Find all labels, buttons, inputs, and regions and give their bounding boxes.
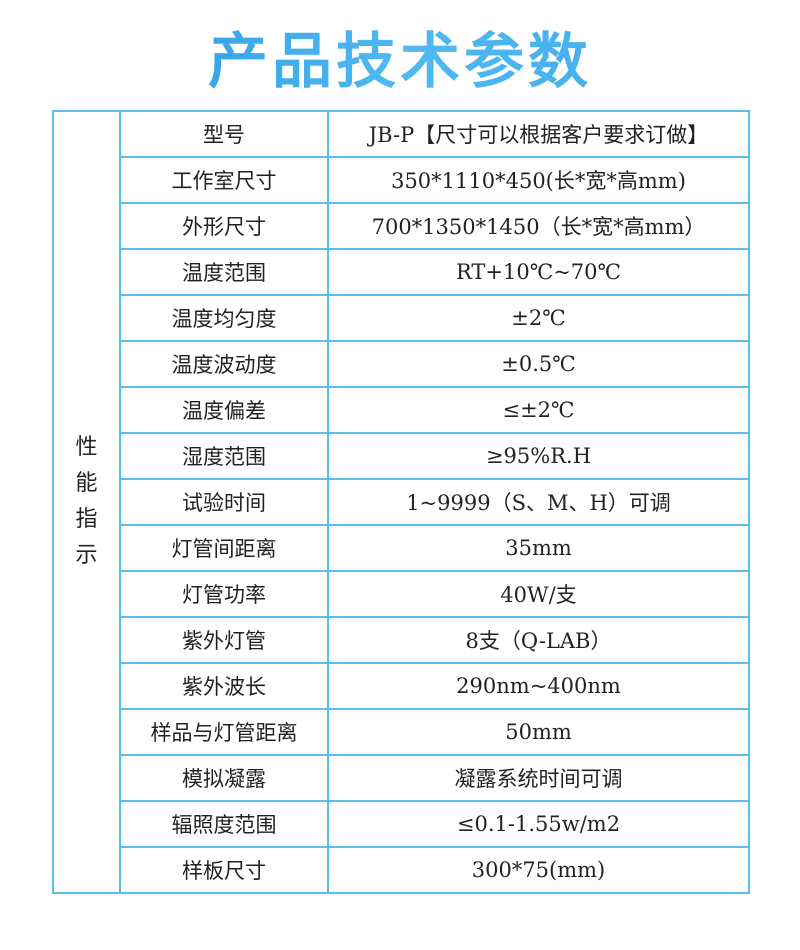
param-label: 样品与灯管距离 bbox=[119, 708, 329, 756]
table-row: 试验时间 1~9999（S、M、H）可调 bbox=[53, 478, 750, 526]
param-label: 灯管功率 bbox=[119, 570, 329, 618]
param-value: 700*1350*1450（长*宽*高mm） bbox=[327, 202, 750, 250]
param-value: ≤0.1-1.55w/m2 bbox=[327, 800, 750, 848]
param-value: 350*1110*450(长*宽*高mm) bbox=[327, 156, 750, 204]
table-row: 灯管间距离 35mm bbox=[53, 524, 750, 572]
table-row: 性能指示 型号 JB-P【尺寸可以根据客户要求订做】 bbox=[52, 110, 750, 894]
table-row: 温度波动度 ±0.5℃ bbox=[53, 340, 750, 388]
param-label: 模拟凝露 bbox=[119, 754, 329, 802]
param-label: 工作室尺寸 bbox=[119, 156, 329, 204]
param-label: 外形尺寸 bbox=[119, 202, 329, 250]
param-value: 290nm~400nm bbox=[327, 662, 750, 710]
param-value: ≤±2℃ bbox=[327, 386, 750, 434]
table-row: 工作室尺寸 350*1110*450(长*宽*高mm) bbox=[53, 156, 750, 204]
table-row: 样品与灯管距离 50mm bbox=[53, 708, 750, 756]
table-row: 紫外波长 290nm~400nm bbox=[53, 662, 750, 710]
param-value: 1~9999（S、M、H）可调 bbox=[327, 478, 750, 526]
param-value: 35mm bbox=[327, 524, 750, 572]
group-label: 性能指示 bbox=[75, 435, 98, 568]
table-row: 样板尺寸 300*75(mm) bbox=[53, 846, 750, 894]
table-row: 温度范围 RT+10℃~70℃ bbox=[53, 248, 750, 296]
param-label: 紫外波长 bbox=[119, 662, 329, 710]
table-row: 外形尺寸 700*1350*1450（长*宽*高mm） bbox=[53, 202, 750, 250]
page-title: 产品技术参数 bbox=[0, 22, 800, 102]
table-row: 灯管功率 40W/支 bbox=[53, 570, 750, 618]
group-label-cell: 性能指示 bbox=[52, 110, 121, 894]
table-row: 辐照度范围 ≤0.1-1.55w/m2 bbox=[53, 800, 750, 848]
param-label: 灯管间距离 bbox=[119, 524, 329, 572]
param-label: 型号 bbox=[119, 110, 329, 158]
table-row: 温度均匀度 ±2℃ bbox=[53, 294, 750, 342]
table-row: 紫外灯管 8支（Q-LAB） bbox=[53, 616, 750, 664]
param-label: 温度范围 bbox=[119, 248, 329, 296]
param-value: ±0.5℃ bbox=[327, 340, 750, 388]
spec-table: 性能指示 型号 JB-P【尺寸可以根据客户要求订做】 工作室尺寸 350*1110*45… bbox=[52, 110, 750, 894]
param-label: 试验时间 bbox=[119, 478, 329, 526]
param-label: 湿度范围 bbox=[119, 432, 329, 480]
param-label: 紫外灯管 bbox=[119, 616, 329, 664]
param-label: 温度偏差 bbox=[119, 386, 329, 434]
param-value: 凝露系统时间可调 bbox=[327, 754, 750, 802]
param-value: 8支（Q-LAB） bbox=[327, 616, 750, 664]
param-value: 50mm bbox=[327, 708, 750, 756]
param-value: 40W/支 bbox=[327, 570, 750, 618]
param-value: JB-P【尺寸可以根据客户要求订做】 bbox=[327, 110, 750, 158]
param-label: 辐照度范围 bbox=[119, 800, 329, 848]
table-row: 模拟凝露 凝露系统时间可调 bbox=[53, 754, 750, 802]
param-value: ±2℃ bbox=[327, 294, 750, 342]
param-value: 300*75(mm) bbox=[327, 846, 750, 894]
param-label: 样板尺寸 bbox=[119, 846, 329, 894]
param-label: 温度均匀度 bbox=[119, 294, 329, 342]
table-row: 温度偏差 ≤±2℃ bbox=[53, 386, 750, 434]
param-value: RT+10℃~70℃ bbox=[327, 248, 750, 296]
param-label: 温度波动度 bbox=[119, 340, 329, 388]
param-value: ≥95%R.H bbox=[327, 432, 750, 480]
table-row: 湿度范围 ≥95%R.H bbox=[53, 432, 750, 480]
